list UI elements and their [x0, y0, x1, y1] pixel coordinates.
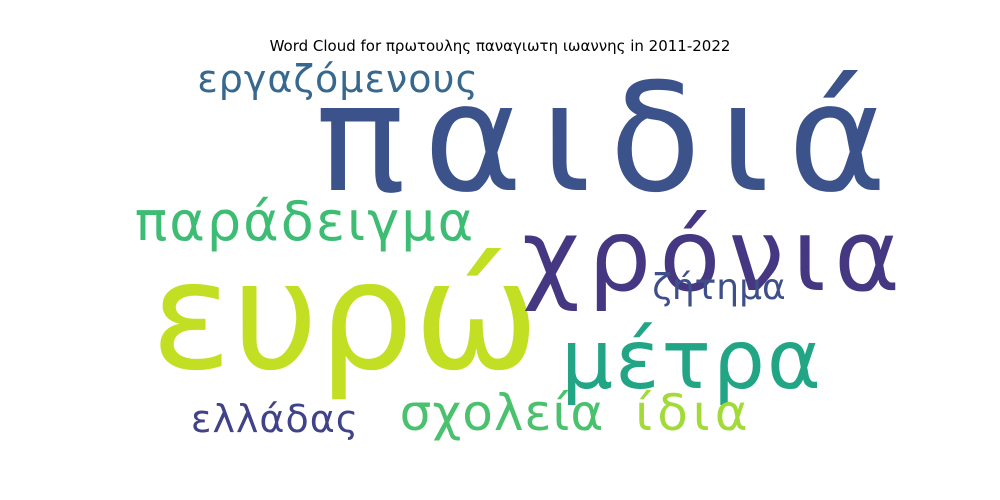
- chart-title: Word Cloud for πρωτουλης παναγιωτη ιωανν…: [269, 37, 731, 55]
- word-2: χρόνια: [522, 197, 908, 314]
- word-9: ζήτημα: [652, 267, 786, 308]
- word-7: εργαζόμενους: [197, 57, 479, 101]
- word-3: μέτρα: [561, 313, 823, 408]
- word-1: ευρώ: [151, 230, 540, 404]
- word-6: ίδια: [635, 384, 752, 442]
- word-5: σχολεία: [400, 384, 605, 442]
- word-8: ελλάδας: [191, 397, 359, 441]
- word-4: παράδειγμα: [135, 190, 475, 253]
- word-0: παιδιά: [315, 52, 904, 226]
